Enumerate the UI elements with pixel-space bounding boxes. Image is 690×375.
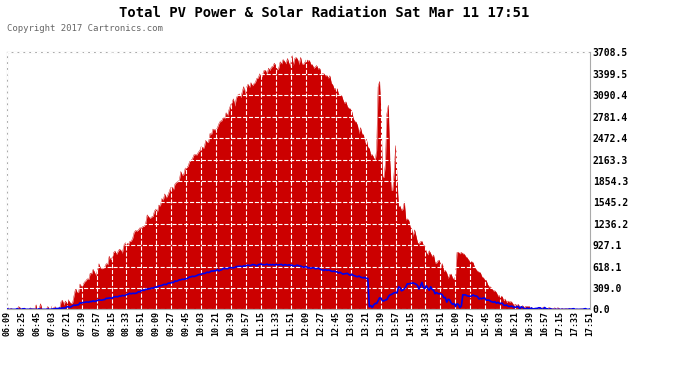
Text: PV Panels (DC Watts): PV Panels (DC Watts)	[532, 20, 650, 29]
Text: Copyright 2017 Cartronics.com: Copyright 2017 Cartronics.com	[7, 24, 163, 33]
Text: Total PV Power & Solar Radiation Sat Mar 11 17:51: Total PV Power & Solar Radiation Sat Mar…	[119, 6, 529, 20]
Text: Radiation (W/m2): Radiation (W/m2)	[371, 20, 464, 29]
